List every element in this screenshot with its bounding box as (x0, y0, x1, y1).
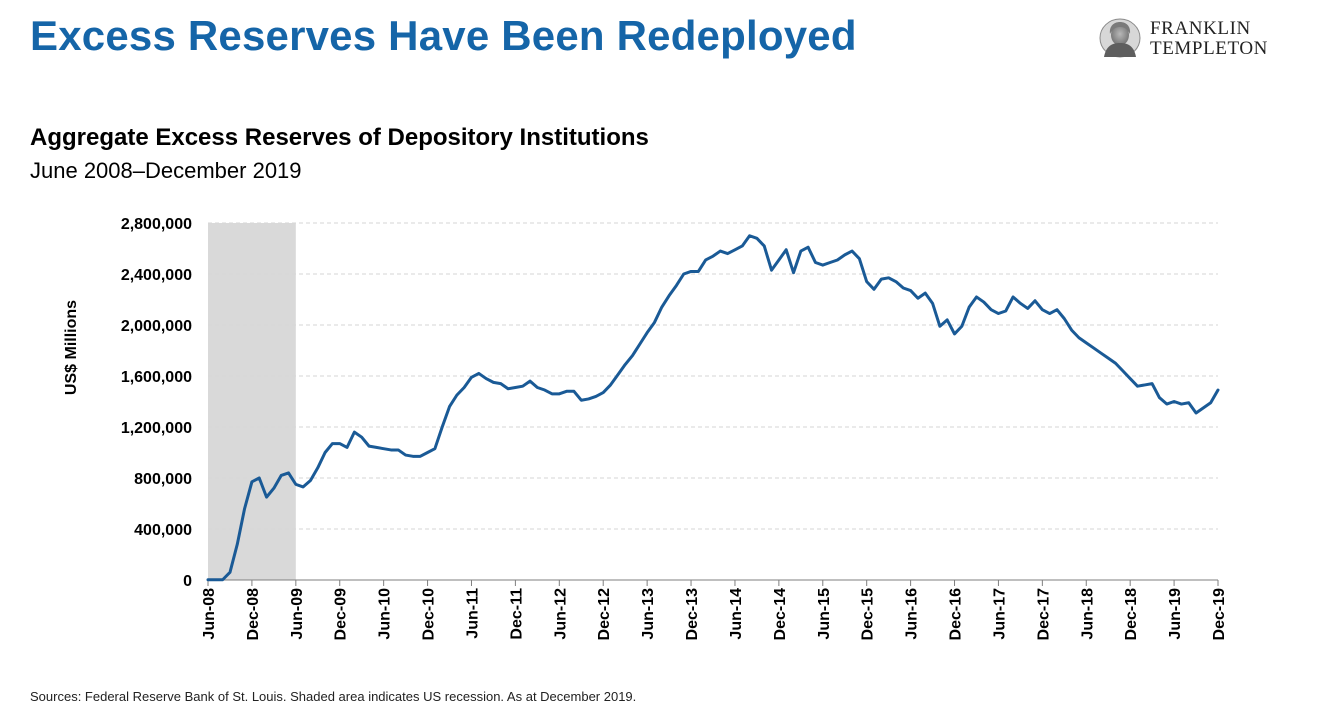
franklin-templeton-logo: FRANKLIN TEMPLETON (1098, 18, 1288, 60)
x-tick-label: Jun-17 (991, 588, 1008, 640)
tick-labels-layer: 0 400,000 800,000 1,200,000 1,600,000 2,000,0… (63, 216, 1228, 640)
y-tick-label: 800,000 (134, 471, 192, 488)
x-tick-label: Jun-10 (377, 588, 394, 640)
axes-layer (207, 579, 1219, 586)
benjamin-franklin-portrait-icon (1099, 18, 1141, 58)
x-tick-label: Jun-16 (904, 588, 921, 640)
x-tick-label: Dec-12 (596, 588, 613, 641)
x-tick-label: Jun-13 (640, 588, 657, 640)
x-tick-label: Dec-11 (508, 588, 525, 640)
x-tick-label: Dec-08 (245, 588, 262, 641)
x-tick-label: Dec-17 (1035, 588, 1052, 641)
chart-title: Aggregate Excess Reserves of Depository … (30, 124, 649, 151)
source-note: Sources: Federal Reserve Bank of St. Lou… (30, 689, 637, 704)
y-tick-label: 2,000,000 (121, 318, 192, 335)
excess-reserves-line (206, 234, 1220, 582)
x-tick-label: Dec-19 (1211, 588, 1228, 641)
logo-text-line2: TEMPLETON (1150, 38, 1268, 59)
x-tick-label: Jun-14 (728, 588, 745, 640)
series-layer (206, 234, 1220, 582)
x-tick-label: Jun-19 (1167, 588, 1184, 640)
recession-shade (208, 223, 296, 580)
x-tick-label: Jun-12 (552, 588, 569, 640)
y-tick-label: 2,400,000 (121, 267, 192, 284)
x-tick-label: Dec-13 (684, 588, 701, 641)
chart-subtitle: June 2008–December 2019 (30, 158, 302, 183)
y-tick-label: 0 (183, 573, 192, 590)
excess-reserves-line-chart: 0 400,000 800,000 1,200,000 1,600,000 2,000,0… (63, 216, 1228, 640)
x-tick-label: Jun-18 (1079, 588, 1096, 640)
y-tick-label: 1,600,000 (121, 369, 192, 386)
x-tick-label: Jun-15 (816, 588, 833, 640)
gridlines-layer (208, 222, 1218, 530)
x-tick-label: Dec-10 (421, 588, 438, 641)
logo-text-line1: FRANKLIN (1150, 18, 1251, 39)
x-tick-label: Dec-14 (772, 588, 789, 641)
x-tick-label: Dec-16 (948, 588, 965, 641)
x-tick-label: Jun-08 (201, 588, 218, 640)
x-tick-label: Dec-18 (1123, 588, 1140, 641)
recession-shading-layer (208, 223, 296, 580)
page-title: Excess Reserves Have Been Redeployed (30, 12, 857, 59)
x-tick-label: Jun-09 (289, 588, 306, 640)
x-tick-label: Dec-09 (333, 588, 350, 641)
y-tick-label: 1,200,000 (121, 420, 192, 437)
y-axis-label: US$ Millions (63, 300, 80, 395)
y-tick-label: 400,000 (134, 522, 192, 539)
y-tick-label: 2,800,000 (121, 216, 192, 233)
x-tick-label: Dec-15 (860, 588, 877, 641)
x-tick-label: Jun-11 (464, 588, 481, 639)
